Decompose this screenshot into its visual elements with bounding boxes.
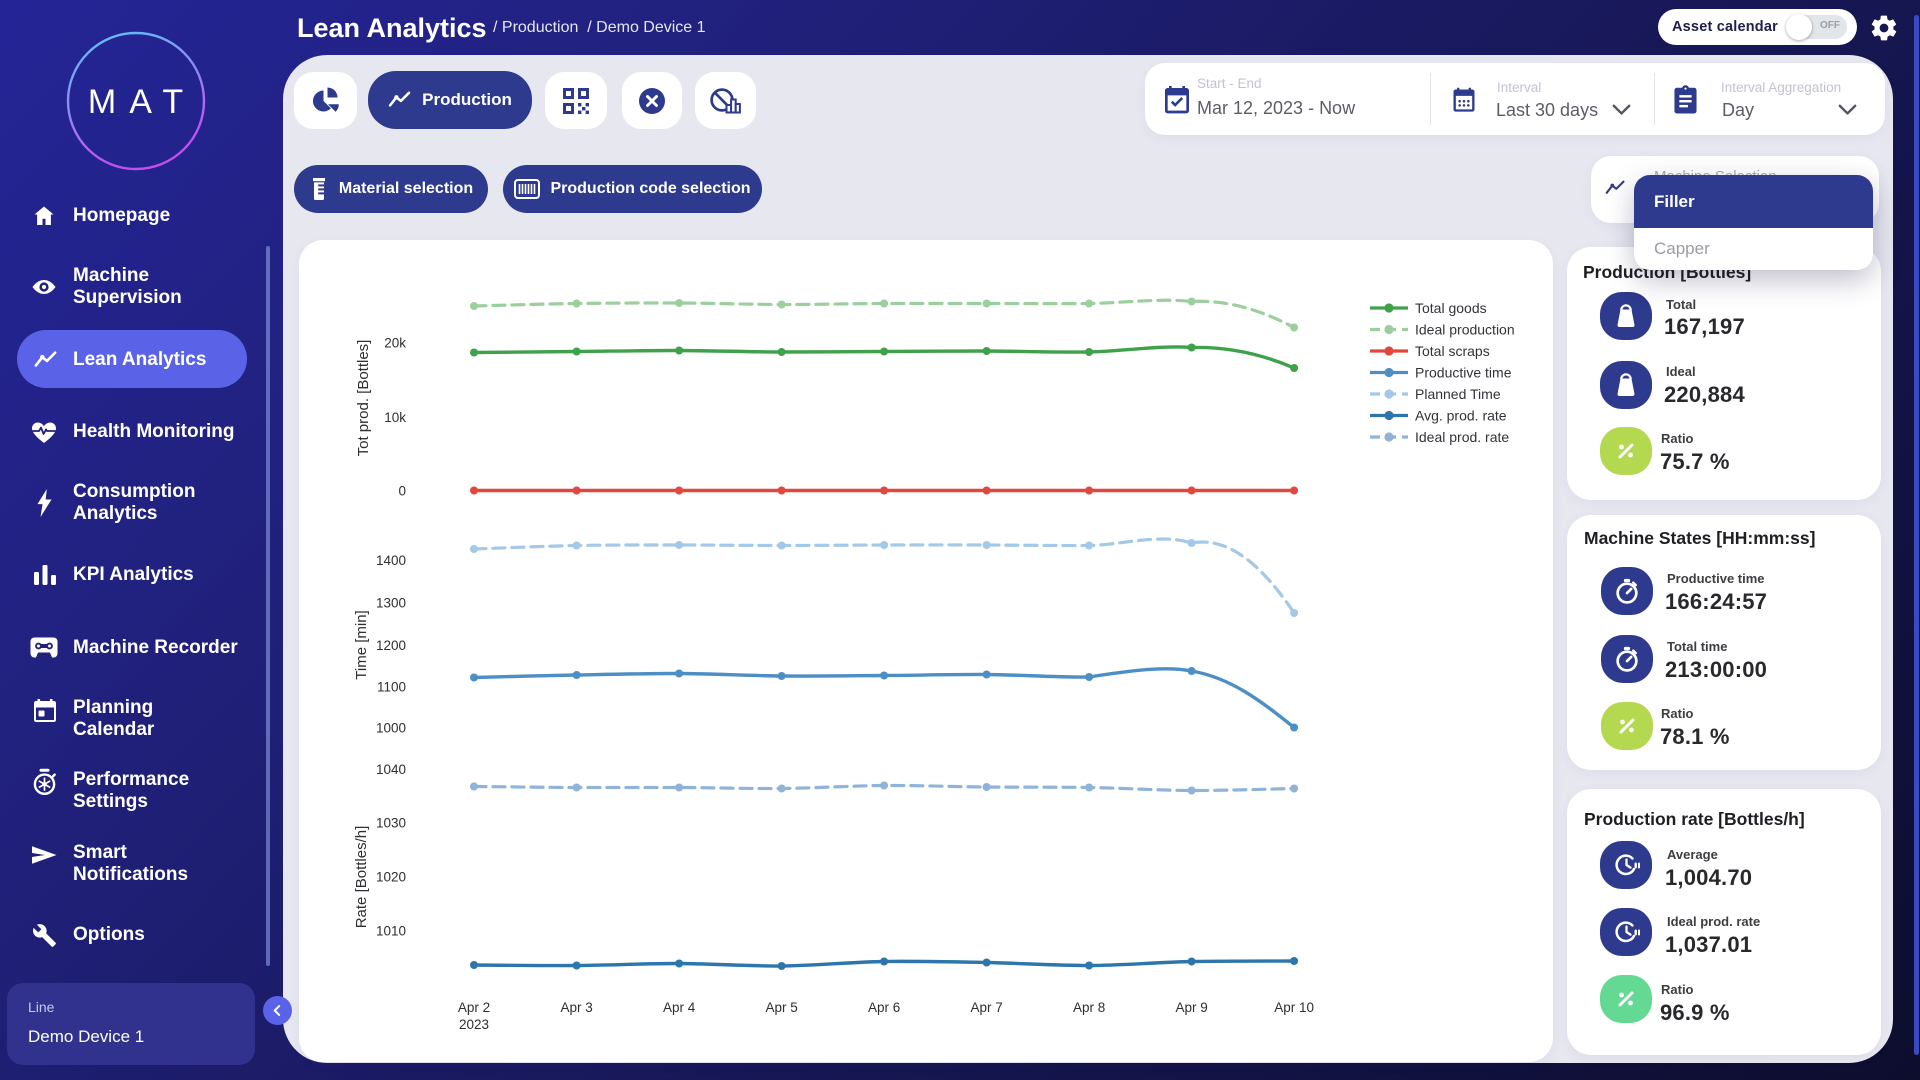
svg-text:Apr 7: Apr 7 bbox=[970, 1000, 1002, 1015]
svg-text:1040: 1040 bbox=[376, 762, 406, 777]
svg-text:Apr 8: Apr 8 bbox=[1073, 1000, 1105, 1015]
svg-text:Apr 9: Apr 9 bbox=[1175, 1000, 1207, 1015]
svg-text:1100: 1100 bbox=[377, 680, 406, 695]
svg-text:Apr 5: Apr 5 bbox=[765, 1000, 797, 1015]
svg-text:Productive time: Productive time bbox=[1415, 364, 1512, 380]
svg-text:Avg. prod. rate: Avg. prod. rate bbox=[1415, 407, 1507, 423]
svg-text:10k: 10k bbox=[384, 410, 406, 425]
svg-text:Tot prod. [Bottles]: Tot prod. [Bottles] bbox=[355, 340, 372, 457]
svg-text:Rate [Bottles/h]: Rate [Bottles/h] bbox=[353, 826, 370, 929]
svg-text:0: 0 bbox=[398, 484, 406, 499]
svg-text:Ideal production: Ideal production bbox=[1415, 321, 1515, 337]
svg-text:Planned Time: Planned Time bbox=[1415, 386, 1501, 402]
svg-text:1400: 1400 bbox=[376, 553, 406, 568]
svg-text:Time [min]: Time [min] bbox=[353, 610, 370, 679]
svg-text:Apr 10: Apr 10 bbox=[1274, 1000, 1314, 1015]
svg-text:Total goods: Total goods bbox=[1415, 300, 1487, 316]
svg-text:1200: 1200 bbox=[376, 638, 406, 653]
svg-text:1030: 1030 bbox=[376, 816, 406, 831]
svg-text:Apr 3: Apr 3 bbox=[560, 1000, 592, 1015]
svg-text:20k: 20k bbox=[384, 336, 406, 351]
svg-text:1010: 1010 bbox=[376, 924, 406, 939]
svg-text:1000: 1000 bbox=[376, 721, 406, 736]
svg-text:Apr 2: Apr 2 bbox=[458, 1000, 490, 1015]
svg-text:2023: 2023 bbox=[459, 1017, 489, 1032]
svg-text:1020: 1020 bbox=[376, 870, 406, 885]
svg-text:Ideal prod. rate: Ideal prod. rate bbox=[1415, 429, 1509, 445]
svg-text:Total scraps: Total scraps bbox=[1415, 343, 1490, 359]
svg-text:Apr 6: Apr 6 bbox=[868, 1000, 900, 1015]
svg-text:1300: 1300 bbox=[376, 596, 406, 611]
svg-text:Apr 4: Apr 4 bbox=[663, 1000, 696, 1015]
svg-text:MAT: MAT bbox=[88, 83, 196, 121]
